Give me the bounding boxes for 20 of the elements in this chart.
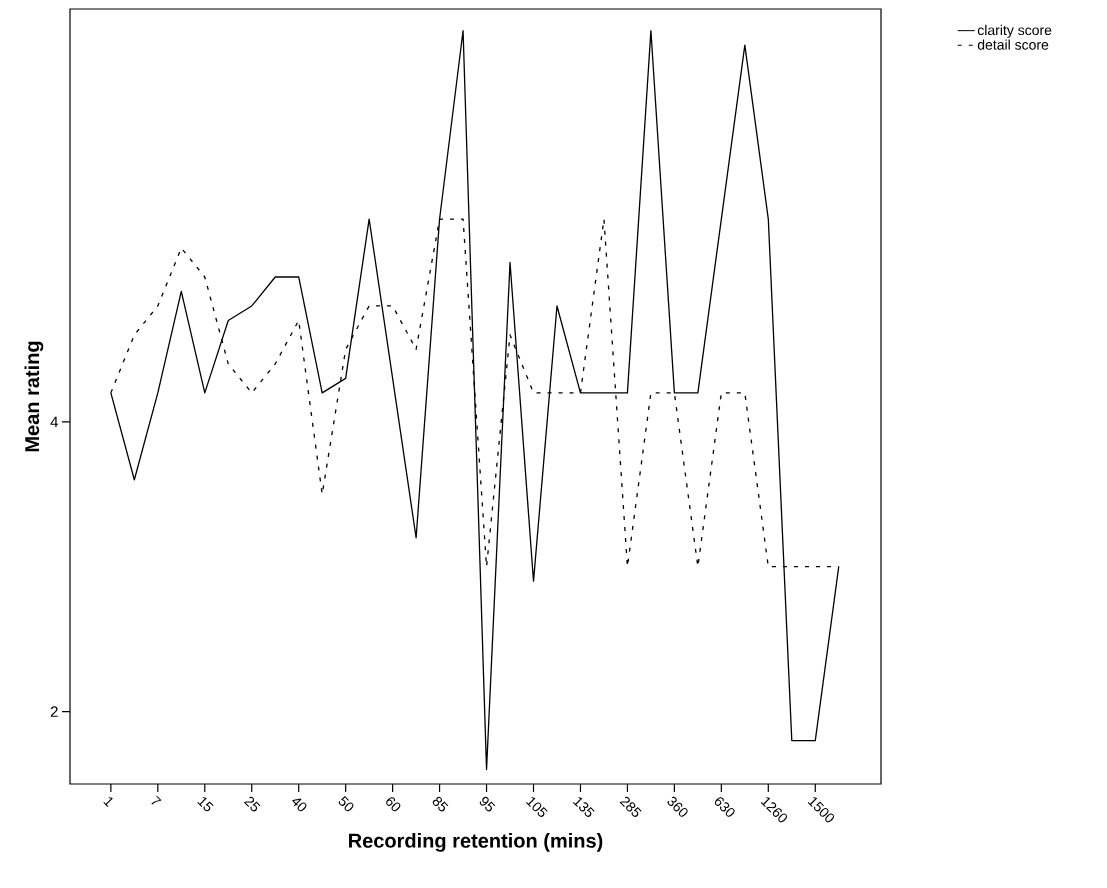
x-tick-label: 40 [292,798,307,812]
x-axis-title: Recording retention (mins) [349,833,603,852]
x-tick-label: 7 [151,795,162,805]
x-tick-label: 15 [197,797,214,812]
x-tick-label: 285 [619,796,642,817]
x-tick-label: 50 [338,796,354,812]
x-tick-label: 25 [243,796,261,812]
y-axis-title: Mean rating [24,341,44,452]
x-tick-label: 360 [667,796,688,817]
x-tick-label: 135 [572,797,595,817]
x-tick-label: 630 [714,797,735,817]
x-tick-label: 1 [103,797,113,807]
legend-label: clarity score [977,24,1052,38]
x-tick-label: 85 [432,796,449,812]
y-tick-label: 4 [50,416,59,428]
y-tick-label: 2 [50,706,58,717]
legend-label: detail score [977,39,1049,50]
x-tick-label: 60 [386,797,401,812]
x-tick-label: 95 [479,796,496,812]
x-tick-label: 105 [525,797,548,817]
